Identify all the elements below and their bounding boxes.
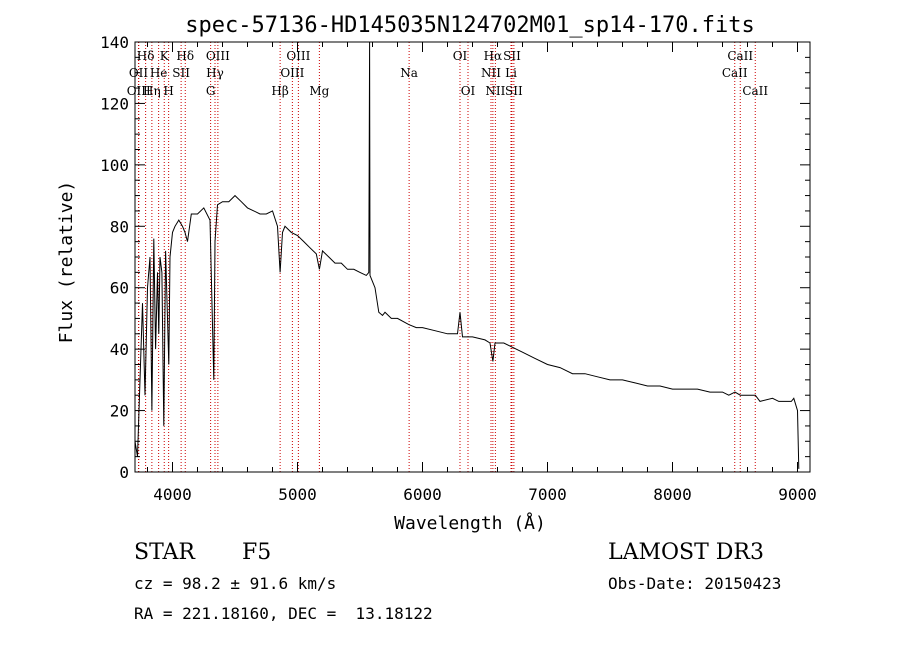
- line-marker-label: OIII: [127, 84, 151, 98]
- line-marker-label: Hα: [484, 49, 503, 63]
- line-marker-label: SII: [503, 49, 521, 63]
- line-marker-label: OIII: [280, 66, 304, 80]
- line-marker-label: CaII: [722, 66, 748, 80]
- y-tick-label: 20: [110, 402, 129, 421]
- line-marker-label: He: [150, 66, 168, 80]
- x-tick-label: 9000: [778, 485, 817, 504]
- line-marker-label: K: [160, 49, 170, 63]
- y-tick-label: 120: [100, 94, 129, 113]
- y-tick-label: 80: [110, 217, 129, 236]
- y-tick-label: 40: [110, 340, 129, 359]
- line-marker-label: H: [163, 84, 173, 98]
- line-marker-label: OIII: [206, 49, 230, 63]
- object-subclass: F5: [242, 540, 272, 565]
- spectrum-line: [134, 41, 800, 469]
- line-marker-label: Hβ: [271, 84, 288, 98]
- coordinates: RA = 221.18160, DEC = 13.18122: [134, 604, 433, 623]
- line-marker-label: SII: [172, 66, 190, 80]
- line-marker-label: NII: [485, 84, 505, 98]
- line-marker-label: Li: [505, 66, 517, 80]
- y-tick-label: 140: [100, 33, 129, 52]
- line-marker-label: SII: [505, 84, 523, 98]
- line-marker-label: OI: [453, 49, 468, 63]
- plot-frame: [134, 41, 811, 473]
- chart-title: spec-57136-HD145035N124702M01_sp14-170.f…: [185, 13, 755, 38]
- line-marker-label: Na: [400, 66, 418, 80]
- x-tick-label: 7000: [528, 485, 567, 504]
- line-marker-label: Hγ: [206, 66, 224, 80]
- line-marker-label: OIII: [286, 49, 310, 63]
- line-markers: [138, 42, 756, 472]
- x-tick-label: 5000: [278, 485, 317, 504]
- x-tick-label: 6000: [403, 485, 442, 504]
- redshift-velocity: cz = 98.2 ± 91.6 km/s: [134, 574, 337, 593]
- line-marker-label: OI: [461, 84, 476, 98]
- survey-name: LAMOST DR3: [608, 540, 764, 565]
- y-tick-label: 60: [110, 279, 129, 298]
- line-marker-label: Hδ: [137, 49, 155, 63]
- x-tick-label: 4000: [153, 485, 192, 504]
- axis-ticks: 4000 5000 6000 7000 8000 9000 0 20 40 60 80 100 120 1…: [100, 33, 817, 504]
- line-marker-label: CaII: [742, 84, 768, 98]
- y-tick-label: 0: [119, 463, 129, 482]
- y-tick-label: 100: [100, 156, 129, 175]
- observation-date: Obs-Date: 20150423: [608, 574, 782, 593]
- line-marker-label: NII: [481, 66, 501, 80]
- y-axis-label: Flux (relative): [56, 181, 77, 344]
- x-axis-label: Wavelength (Å): [394, 512, 546, 534]
- line-marker-label: G: [206, 84, 216, 98]
- x-tick-label: 8000: [653, 485, 692, 504]
- line-marker-label: CaII: [727, 49, 753, 63]
- line-marker-label: Mg: [309, 84, 329, 98]
- line-marker-label: Hδ: [176, 49, 194, 63]
- object-class: STAR: [134, 540, 195, 565]
- line-marker-label: Hη: [143, 84, 161, 98]
